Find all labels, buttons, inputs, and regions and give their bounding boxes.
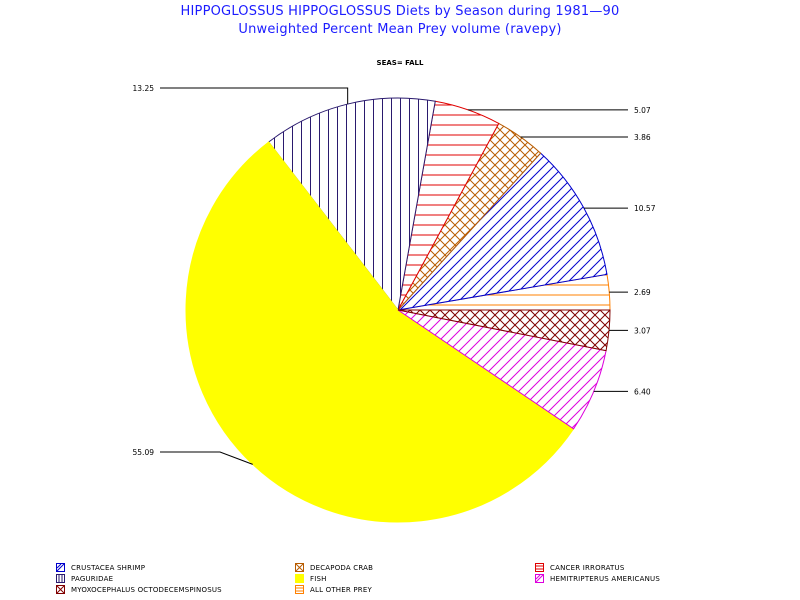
legend-label: PAGURIDAE [71, 574, 114, 583]
data-label-myoxocephalus-octodecemspinosus: 3.07 [634, 326, 651, 335]
legend-item-crustacea-shrimp: CRUSTACEA SHRIMP [56, 562, 145, 573]
legend-label: MYOXOCEPHALUS OCTODECEMSPINOSUS [71, 585, 222, 594]
legend-item-all-other-prey: ALL OTHER PREY [295, 584, 372, 595]
pie-slice-myoxocephalus-octodecemspinosus [397, 309, 611, 352]
legend-swatch-icon [56, 585, 65, 594]
legend-swatch-icon [295, 574, 304, 583]
legend-label: CANCER IRRORATUS [550, 563, 625, 572]
data-label-paguridae: 13.25 [133, 84, 155, 93]
legend-item-fish: FISH [295, 573, 327, 584]
legend-label: CRUSTACEA SHRIMP [71, 563, 146, 572]
legend-item-hemitripterus-americanus: HEMITRIPTERUS AMERICANUS [535, 573, 660, 584]
legend: CRUSTACEA SHRIMP DECAPODA CRAB CANCER IRRO… [0, 560, 800, 600]
legend-item-cancer-irroratus: CANCER IRRORATUS [535, 562, 624, 573]
legend-swatch-icon [56, 563, 65, 572]
legend-item-paguridae: PAGURIDAE [56, 573, 113, 584]
legend-swatch-icon [56, 574, 65, 583]
legend-swatch-icon [295, 585, 304, 594]
pie-labels: 2.69 10.57 3.86 5.07 13.25 55.09 6.40 3.07 [133, 84, 656, 465]
legend-item-decapoda-crab: DECAPODA CRAB [295, 562, 373, 573]
leader-line-paguridae [160, 87, 349, 105]
chart-title: HIPPOGLOSSUS HIPPOGLOSSUS Diets by Seaso… [180, 4, 620, 19]
data-label-cancer-irroratus: 5.07 [634, 106, 651, 115]
data-label-hemitripterus-americanus: 6.40 [634, 387, 651, 396]
panel-label: SEAS= FALL [376, 59, 424, 67]
pie-slice-fish [185, 141, 575, 523]
data-label-decapoda-crab: 3.86 [634, 133, 651, 142]
legend-label: HEMITRIPTERUS AMERICANUS [550, 574, 661, 583]
pie-slices [185, 97, 611, 523]
legend-swatch-icon [535, 574, 544, 583]
pie-slice-crustacea-shrimp [396, 152, 608, 311]
chart-subtitle: Unweighted Percent Mean Prey volume (rav… [238, 22, 562, 37]
legend-label: DECAPODA CRAB [310, 563, 374, 572]
pie-slice-paguridae [267, 97, 436, 312]
legend-label: ALL OTHER PREY [310, 585, 372, 594]
data-label-fish: 55.09 [133, 448, 155, 457]
data-label-all-other-prey: 2.69 [634, 288, 651, 297]
legend-label: FISH [310, 574, 327, 583]
legend-item-myoxocephalus-octodecemspinosus: MYOXOCEPHALUS OCTODECEMSPINOSUS [56, 584, 222, 595]
legend-swatch-icon [295, 563, 304, 572]
leader-line-fish [160, 451, 253, 465]
data-label-crustacea-shrimp: 10.57 [634, 204, 656, 213]
legend-swatch-icon [535, 563, 544, 572]
